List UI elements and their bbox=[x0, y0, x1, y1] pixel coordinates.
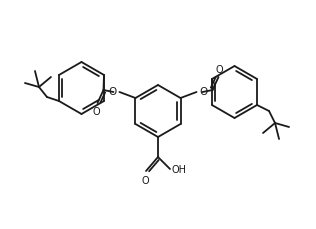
Text: O: O bbox=[108, 87, 117, 97]
Text: O: O bbox=[141, 175, 149, 185]
Text: OH: OH bbox=[171, 164, 186, 174]
Text: O: O bbox=[93, 106, 100, 117]
Text: O: O bbox=[216, 65, 223, 75]
Text: O: O bbox=[199, 87, 208, 97]
